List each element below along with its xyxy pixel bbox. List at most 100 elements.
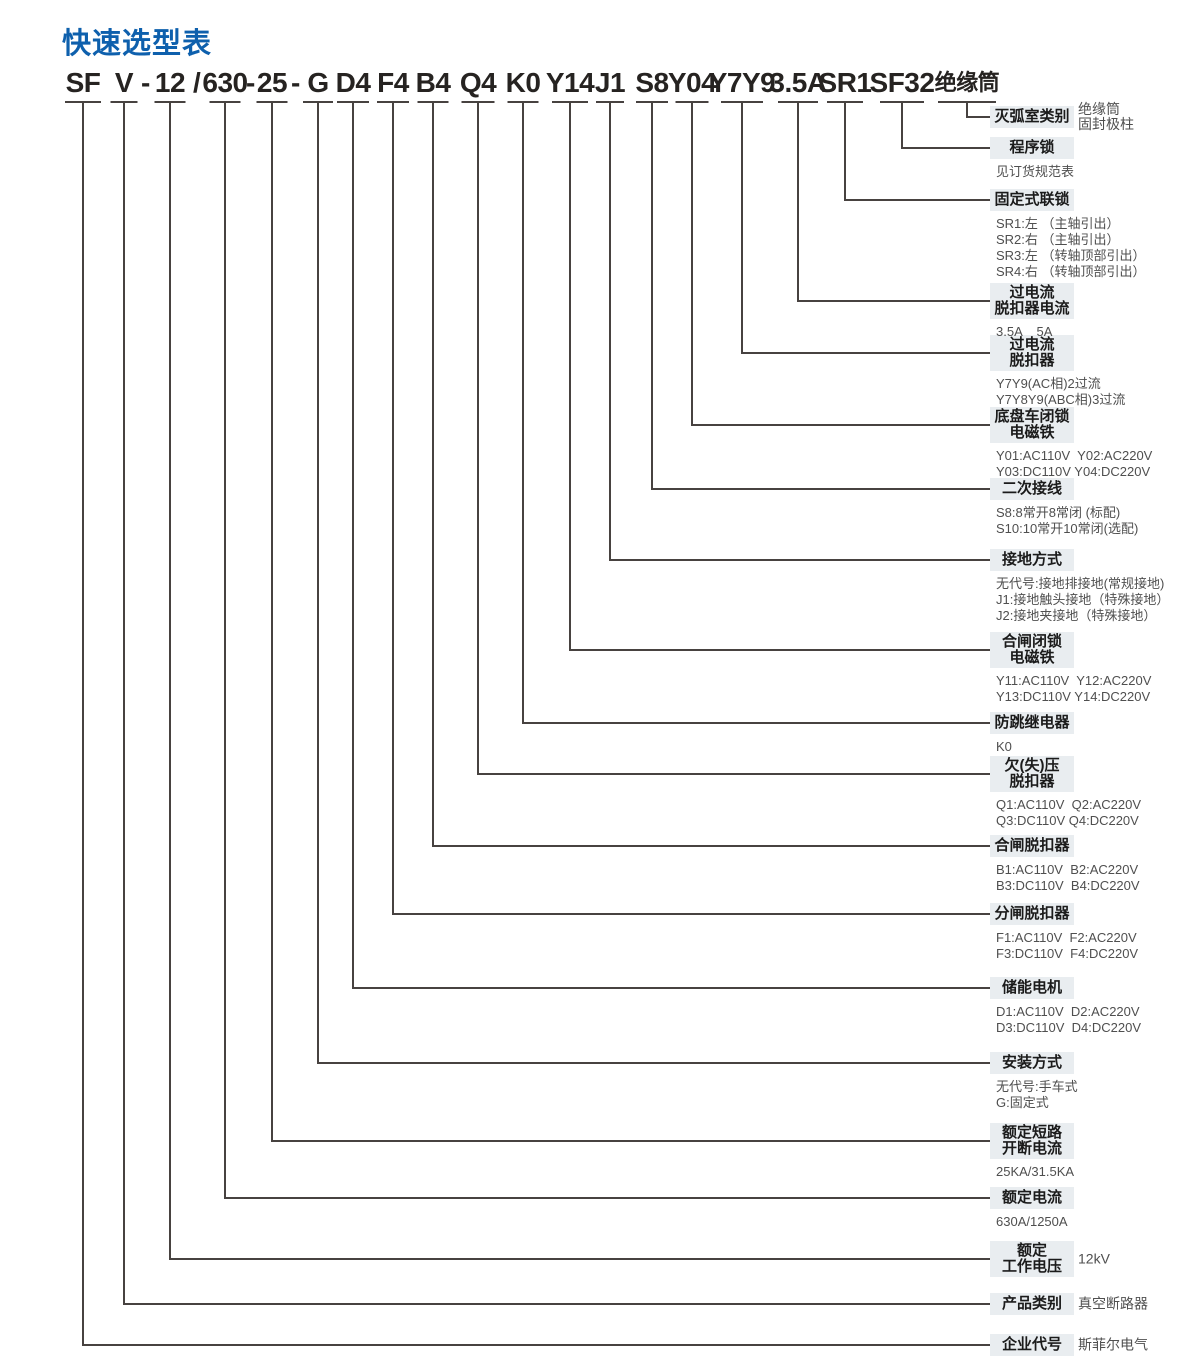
field-option-line: Y7Y8Y9(ABC相)3过流	[996, 392, 1126, 407]
field-label-line: 固定式联锁	[994, 191, 1070, 208]
field-option-line: Q1:AC110V Q2:AC220V	[996, 797, 1142, 812]
field-options-1: 真空断路器	[1078, 1295, 1148, 1312]
field-option-line: Y7Y9(AC相)2过流	[996, 376, 1101, 391]
field-label-line: 脱扣器	[1009, 773, 1055, 790]
field-label-line: 二次接线	[1001, 480, 1062, 497]
connector-0	[65, 101, 990, 1346]
field-label-3: 额定电流	[990, 1187, 1074, 1209]
field-label-line: 分闸脱扣器	[994, 905, 1070, 922]
field-label-line: 合闸脱扣器	[994, 837, 1070, 854]
connector-16	[778, 101, 990, 302]
field-label-17: 固定式联锁	[990, 189, 1074, 211]
model-code-segment-11: Y14	[545, 67, 595, 98]
field-label-1: 产品类别	[990, 1293, 1074, 1315]
field-options-0: 斯菲尔电气	[1078, 1336, 1148, 1353]
field-label-18: 程序锁	[990, 137, 1074, 159]
field-option-line: SR3:左 （转轴顶部引出）	[996, 248, 1146, 263]
field-label-line: 过电流	[1009, 336, 1055, 353]
model-code-segment-6: D4	[335, 67, 371, 98]
field-label-2: 额定 工作电压	[990, 1241, 1074, 1277]
field-option-line: D3:DC110V D4:DC220V	[996, 1020, 1141, 1035]
field-label-line: 程序锁	[1009, 139, 1055, 156]
field-options-19: 绝缘筒 固封极柱	[1078, 102, 1134, 132]
field-option-line: K0	[996, 739, 1012, 754]
field-option-line: 无代号:手车式	[996, 1079, 1078, 1094]
connector-11	[552, 101, 990, 651]
connector-19	[938, 101, 996, 118]
connector-7	[377, 101, 990, 915]
field-label-line: 灭弧室类别	[994, 108, 1070, 125]
field-label-line: 过电流	[1009, 284, 1055, 301]
connector-8	[417, 101, 990, 847]
field-option-line: 固封极柱	[1078, 116, 1134, 132]
field-label-line: 额定电流	[1001, 1189, 1062, 1206]
field-label-12: 接地方式	[990, 549, 1074, 571]
model-code-segment-0: SF	[65, 67, 101, 98]
field-option-line: 3.5A 5A	[996, 324, 1053, 339]
connector-1	[110, 101, 990, 1305]
connector-4	[256, 101, 990, 1142]
field-options-7: F1:AC110V F2:AC220V F3:DC110V F4:DC220V	[996, 930, 1138, 962]
field-label-line: 脱扣器电流	[994, 300, 1070, 317]
field-option-line: Y13:DC110V Y14:DC220V	[996, 689, 1151, 704]
connector-5	[303, 101, 990, 1064]
connector-6	[337, 101, 990, 989]
field-label-7: 分闸脱扣器	[990, 903, 1074, 925]
model-code-segment-16: 3.5A	[769, 67, 827, 98]
field-label-line: 底盘车闭锁	[994, 408, 1070, 425]
connector-9	[461, 101, 990, 775]
field-options-18: 见订货规范表	[996, 164, 1074, 180]
field-option-line: J1:接地触头接地（特殊接地）	[996, 592, 1170, 607]
field-label-10: 防跳继电器	[990, 712, 1074, 734]
field-label-0: 企业代号	[990, 1334, 1074, 1356]
field-option-line: 25KA/31.5KA	[996, 1164, 1075, 1179]
model-code-segment-3: 630	[202, 67, 248, 98]
field-label-line: 防跳继电器	[994, 714, 1070, 731]
connector-3	[209, 101, 990, 1199]
field-label-line: 安装方式	[1001, 1054, 1062, 1071]
field-label-line: 电磁铁	[1009, 424, 1055, 441]
model-code-segment-4: 25	[256, 67, 288, 98]
field-option-line: 无代号:接地排接地(常规接地)	[996, 576, 1165, 591]
model-code-separator-0: -	[141, 67, 150, 98]
field-option-line: SR4:右 （转轴顶部引出）	[996, 264, 1146, 279]
model-code-segment-13: S8	[635, 67, 669, 98]
field-option-line: F1:AC110V F2:AC220V	[996, 930, 1137, 945]
field-option-line: G:固定式	[996, 1095, 1049, 1110]
model-code-segment-17: SR1	[818, 67, 872, 98]
connector-14	[675, 101, 990, 426]
field-options-15: Y7Y9(AC相)2过流 Y7Y8Y9(ABC相)3过流	[996, 376, 1125, 408]
model-code-segment-18: SF32	[869, 67, 935, 98]
connector-17	[827, 101, 990, 201]
field-option-line: Q3:DC110V Q4:DC220V	[996, 813, 1139, 828]
field-label-8: 合闸脱扣器	[990, 835, 1074, 857]
field-option-line: F3:DC110V F4:DC220V	[996, 946, 1139, 961]
page-title: 快速选型表	[62, 28, 213, 60]
field-options-10: K0	[996, 739, 1012, 755]
field-option-line: S10:10常开10常闭(选配)	[996, 521, 1139, 536]
field-label-5: 安装方式	[990, 1052, 1074, 1074]
field-options-11: Y11:AC110V Y12:AC220V Y13:DC110V Y14:DC22…	[996, 673, 1151, 705]
field-label-19: 灭弧室类别	[990, 106, 1074, 128]
field-label-line: 额定	[1016, 1242, 1047, 1259]
model-code-segment-7: F4	[377, 67, 409, 98]
model-code-segment-8: B4	[415, 67, 451, 98]
field-options-4: 25KA/31.5KA	[996, 1164, 1074, 1180]
field-option-line: 斯菲尔电气	[1078, 1336, 1148, 1353]
field-label-14: 底盘车闭锁 电磁铁	[990, 407, 1074, 443]
model-code-separator-3: -	[291, 67, 300, 98]
model-code-segment-15: Y7Y9	[708, 67, 776, 98]
field-option-line: SR1:左 （主轴引出）	[996, 216, 1120, 231]
field-option-line: Y03:DC110V Y04:DC220V	[996, 464, 1151, 479]
field-option-line: 真空断路器	[1078, 1295, 1148, 1312]
model-code-segment-12: J1	[594, 67, 626, 98]
field-label-11: 合闸闭锁 电磁铁	[990, 632, 1074, 668]
model-code-segment-19: 绝缘筒	[934, 70, 1000, 95]
field-option-line: S8:8常开8常闭 (标配)	[996, 505, 1121, 520]
connector-13	[636, 101, 990, 490]
field-options-2: 12kV	[1078, 1251, 1110, 1267]
field-options-5: 无代号:手车式 G:固定式	[996, 1079, 1078, 1111]
field-option-line: J2:接地夹接地（特殊接地）	[996, 608, 1157, 623]
